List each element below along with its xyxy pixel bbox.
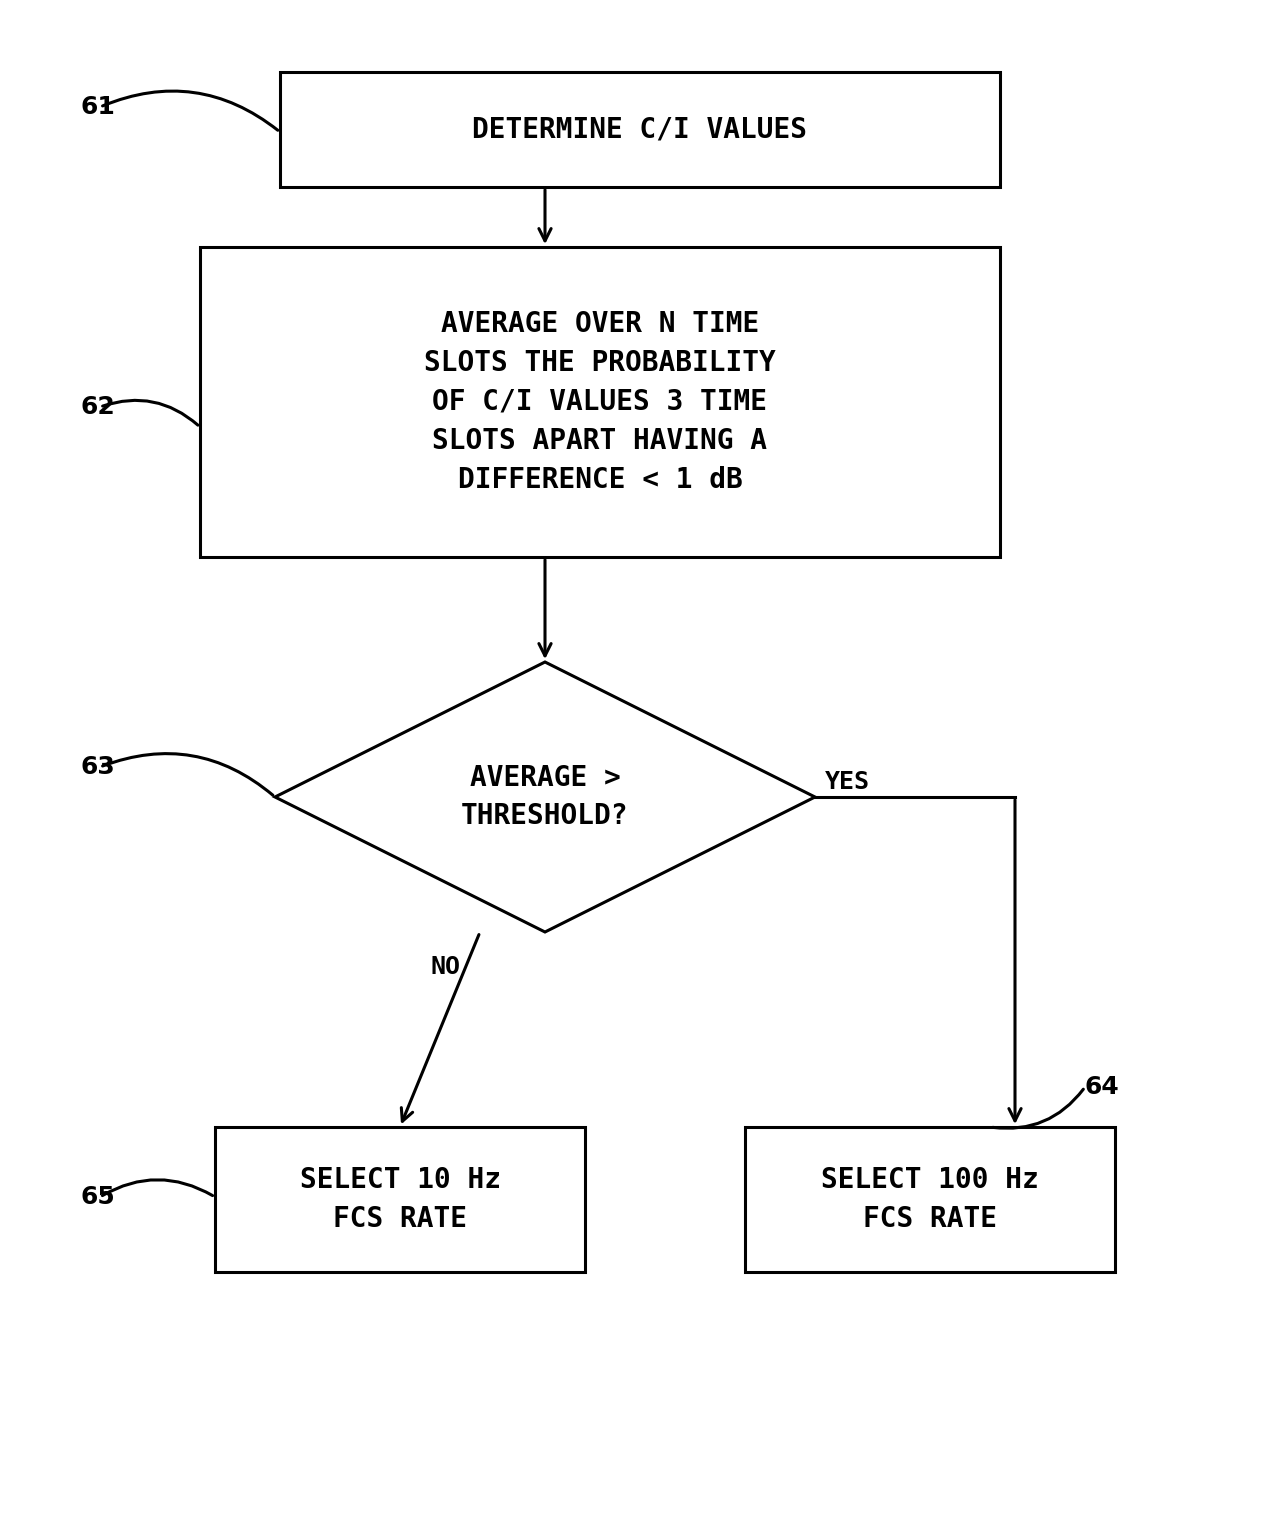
- Text: AVERAGE >
THRESHOLD?: AVERAGE > THRESHOLD?: [462, 764, 629, 830]
- Text: 62: 62: [79, 395, 115, 420]
- Text: SELECT 10 Hz
FCS RATE: SELECT 10 Hz FCS RATE: [300, 1167, 501, 1233]
- FancyBboxPatch shape: [200, 247, 1000, 556]
- Text: 61: 61: [79, 95, 115, 118]
- Text: YES: YES: [825, 770, 870, 795]
- Text: 65: 65: [79, 1185, 115, 1210]
- FancyBboxPatch shape: [280, 72, 1000, 188]
- Text: 63: 63: [79, 755, 115, 779]
- FancyBboxPatch shape: [214, 1127, 585, 1273]
- Text: DETERMINE C/I VALUES: DETERMINE C/I VALUES: [473, 115, 807, 143]
- Text: 64: 64: [1084, 1074, 1120, 1099]
- Text: AVERAGE OVER N TIME
SLOTS THE PROBABILITY
OF C/I VALUES 3 TIME
SLOTS APART HAVIN: AVERAGE OVER N TIME SLOTS THE PROBABILIT…: [424, 310, 776, 493]
- Polygon shape: [275, 662, 815, 931]
- Text: SELECT 100 Hz
FCS RATE: SELECT 100 Hz FCS RATE: [821, 1167, 1039, 1233]
- FancyBboxPatch shape: [745, 1127, 1115, 1273]
- Text: NO: NO: [430, 954, 460, 979]
